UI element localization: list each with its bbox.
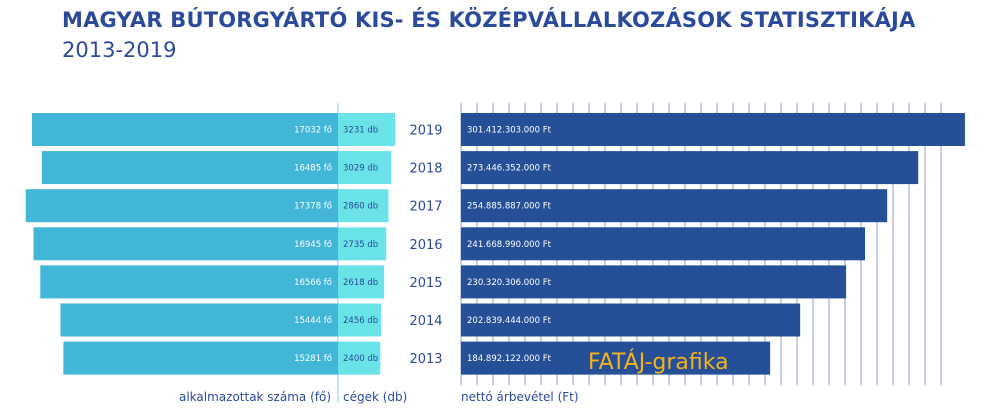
employees-bar xyxy=(25,189,338,223)
employees-axis-label: alkalmazottak száma (fő) xyxy=(179,390,331,404)
employees-label: 16485 fő xyxy=(294,164,332,174)
revenue-label: 230.320.306.000 Ft xyxy=(467,278,552,288)
companies-label: 3231 db xyxy=(343,126,378,136)
revenue-bar xyxy=(461,341,771,375)
employees-label: 17378 fő xyxy=(294,202,332,212)
year-label: 2014 xyxy=(409,314,442,329)
revenue-bar xyxy=(461,303,801,337)
revenue-bar xyxy=(461,151,919,185)
year-label: 2019 xyxy=(409,124,442,139)
year-label: 2018 xyxy=(409,162,442,177)
employees-bar xyxy=(33,227,338,261)
revenue-label: 301.412.303.000 Ft xyxy=(467,126,552,136)
employees-label: 16566 fő xyxy=(294,278,332,288)
year-label: 2017 xyxy=(409,200,442,215)
revenue-bar xyxy=(461,265,847,299)
revenue-label: 184.892.122.000 Ft xyxy=(467,354,552,364)
employees-bar xyxy=(63,341,339,375)
employees-bar xyxy=(31,113,338,146)
revenue-bar xyxy=(461,227,866,261)
companies-bar xyxy=(338,341,381,375)
revenue-axis-label: nettó árbevétel (Ft) xyxy=(461,390,579,404)
revenue-bar xyxy=(461,189,888,223)
companies-bar xyxy=(338,265,385,299)
employees-label: 15281 fő xyxy=(294,354,332,364)
companies-label: 2456 db xyxy=(343,316,378,326)
employees-label: 17032 fő xyxy=(294,126,332,136)
companies-bar xyxy=(338,113,395,146)
companies-bar xyxy=(338,303,382,337)
companies-label: 3029 db xyxy=(343,164,378,174)
employees-bar xyxy=(40,265,338,299)
revenue-label: 254.885.887.000 Ft xyxy=(467,202,552,212)
revenue-label: 273.446.352.000 Ft xyxy=(467,164,552,174)
employees-label: 16945 fő xyxy=(294,240,332,250)
companies-bar xyxy=(338,227,387,261)
year-label: 2015 xyxy=(409,276,442,291)
companies-label: 2400 db xyxy=(343,354,378,364)
companies-bar xyxy=(338,189,389,223)
employees-label: 15444 fő xyxy=(294,316,332,326)
companies-label: 2618 db xyxy=(343,278,378,288)
employees-bar xyxy=(41,151,338,185)
watermark: FATÁJ-grafika xyxy=(588,349,729,375)
companies-axis-label: cégek (db) xyxy=(343,390,407,404)
revenue-label: 202.839.444.000 Ft xyxy=(467,316,552,326)
revenue-label: 241.668.990.000 Ft xyxy=(467,240,552,250)
chart-subtitle: 2013-2019 xyxy=(62,38,177,62)
companies-label: 2860 db xyxy=(343,202,378,212)
companies-bar xyxy=(338,151,392,185)
year-label: 2013 xyxy=(409,352,442,367)
companies-label: 2735 db xyxy=(343,240,378,250)
chart-title: MAGYAR BÚTORGYÁRTÓ KIS- ÉS KÖZÉPVÁLLALKO… xyxy=(62,8,916,32)
year-label: 2016 xyxy=(409,238,442,253)
revenue-bar xyxy=(461,113,965,146)
employees-bar xyxy=(60,303,339,337)
